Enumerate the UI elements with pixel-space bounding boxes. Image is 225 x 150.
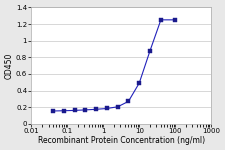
Y-axis label: OD450: OD450: [5, 52, 14, 79]
X-axis label: Recombinant Protein Concentration (ng/ml): Recombinant Protein Concentration (ng/ml…: [38, 136, 205, 145]
